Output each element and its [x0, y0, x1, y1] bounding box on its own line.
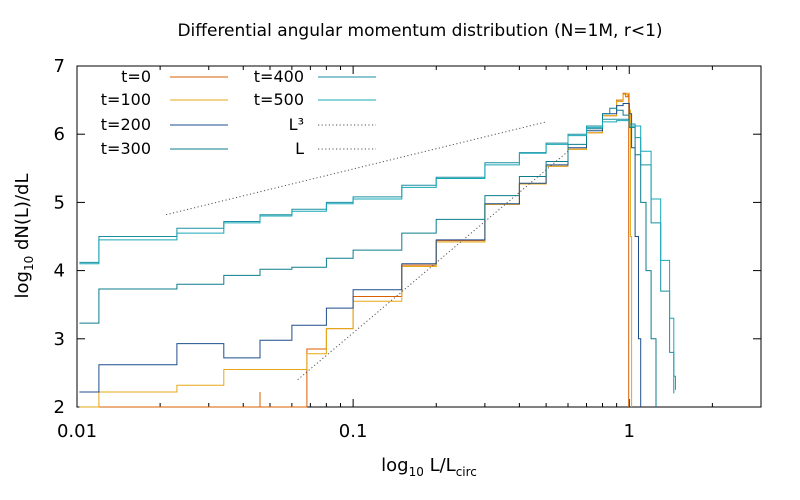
legend-label: t=500 — [254, 90, 304, 109]
legend-label: t=200 — [101, 115, 151, 134]
x-axis-label-base: log — [381, 455, 408, 476]
x-axis-label-mid: L/L — [424, 455, 456, 476]
plot-frame — [76, 65, 762, 408]
y-tick-label: 2 — [54, 397, 65, 418]
x-axis-label-sub: 10 — [409, 465, 424, 479]
legend-label: L³ — [289, 115, 304, 134]
y-tick-label: 5 — [54, 192, 65, 213]
y-axis-label-sub: 10 — [22, 256, 36, 271]
x-axis-label-sub2: circ — [456, 465, 477, 479]
series-line-6 — [297, 150, 569, 381]
legend: t=0 t=100 t=200 t=300 t=400 t=500 L³ L — [101, 67, 376, 158]
y-axis: 2 3 4 5 6 7 — [54, 56, 761, 418]
legend-label: t=0 — [121, 67, 151, 86]
y-tick-label: 3 — [54, 329, 65, 350]
y-axis-label: log10 dN(L)/dL — [12, 174, 36, 299]
series-line-5 — [79, 120, 676, 390]
y-tick-label: 4 — [54, 261, 65, 282]
x-axis: 0.01 0.1 1 — [57, 66, 762, 442]
y-tick-label: 7 — [54, 56, 65, 77]
y-axis-label-rest: dN(L)/dL — [12, 174, 33, 256]
x-tick-label: 0.01 — [57, 421, 97, 442]
legend-label: L — [295, 139, 304, 158]
legend-label: t=300 — [101, 139, 151, 158]
series-line-7 — [165, 121, 547, 216]
series-layer — [79, 92, 676, 408]
series-line-4 — [79, 118, 675, 394]
x-axis-label: log10 L/Lcirc — [381, 455, 477, 479]
series-line-3 — [79, 107, 657, 407]
series-line-2 — [79, 103, 642, 407]
y-tick-label: 6 — [54, 124, 65, 145]
x-tick-label: 1 — [624, 421, 635, 442]
legend-label: t=100 — [101, 90, 151, 109]
y-axis-label-base: log — [12, 271, 33, 298]
legend-label: t=400 — [254, 67, 304, 86]
x-tick-label: 0.1 — [339, 421, 368, 442]
chart-title: Differential angular momentum distributi… — [177, 21, 662, 41]
